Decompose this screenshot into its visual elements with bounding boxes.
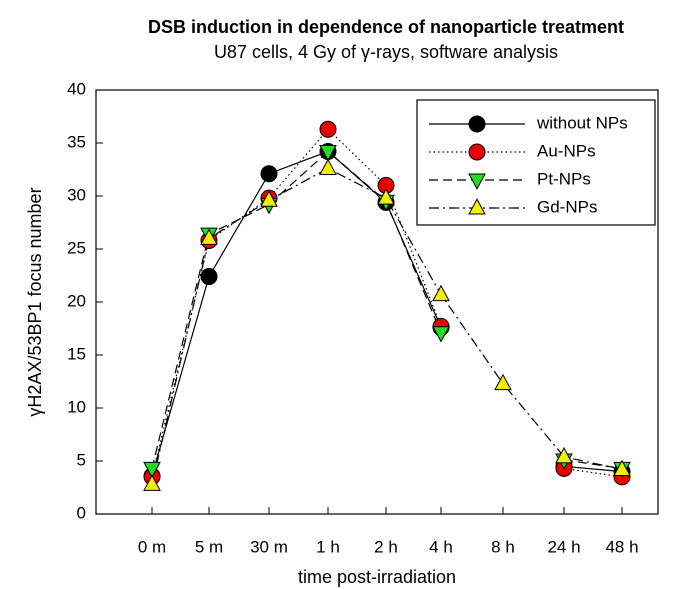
x-axis-label: time post-irradiation [298,567,456,587]
data-point [200,268,218,286]
chart-subtitle: U87 cells, 4 Gy of γ-rays, software anal… [214,42,558,62]
y-tick-label: 30 [67,185,86,204]
y-tick-label: 35 [67,132,86,151]
y-axis-label: γH2AX/53BP1 focus number [25,187,45,416]
legend-box [416,99,656,226]
legend-marker [468,173,486,190]
y-tick-label: 10 [67,397,86,416]
y-tick-label: 0 [77,503,86,522]
data-point [613,459,631,476]
x-tick-label: 48 h [605,537,638,556]
x-tick-label: 1 h [316,537,340,556]
x-tick-label: 8 h [491,537,515,556]
data-point [143,474,161,491]
legend-label: Pt-NPs [537,169,591,188]
series-line [151,150,623,477]
data-point [260,165,278,183]
y-tick-label: 5 [77,450,86,469]
y-tick-label: 40 [67,79,86,98]
series-line [151,150,623,470]
data-point [319,144,337,162]
data-point [494,373,512,391]
data-point [377,188,395,205]
x-tick-label: 30 m [250,537,288,556]
y-tick-label: 25 [67,238,86,257]
x-tick-label: 4 h [429,537,453,556]
data-point [260,190,278,207]
legend-marker [468,198,486,215]
legend-label: without NPs [536,113,628,132]
data-point [432,284,450,302]
legend-marker [468,143,486,161]
data-point [319,120,337,138]
x-tick-label: 0 m [138,537,166,556]
data-point [432,326,450,343]
data-point [319,158,337,175]
x-tick-label: 5 m [195,537,223,556]
data-point [143,461,161,479]
y-tick-label: 20 [67,291,86,310]
chart-title: DSB induction in dependence of nanoparti… [148,17,624,37]
data-point [555,446,573,464]
legend-marker [468,115,486,133]
legend-label: Gd-NPs [537,197,597,216]
y-tick-label: 15 [67,344,86,363]
legend-label: Au-NPs [537,141,596,160]
x-tick-label: 2 h [374,537,398,556]
data-point [200,228,218,245]
x-tick-label: 24 h [547,537,580,556]
